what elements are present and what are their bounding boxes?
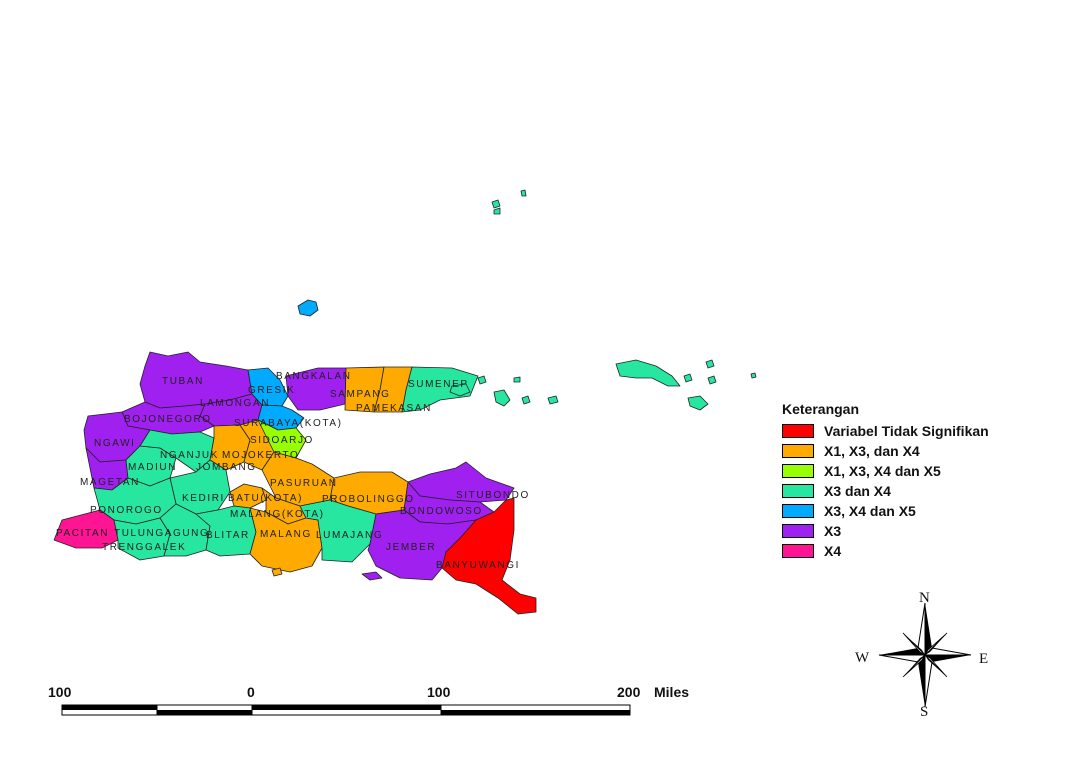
compass-w-label: W [855,650,870,666]
region-banyuwangi [441,497,537,615]
island-small-3 [521,395,531,405]
region-label: GRESIK [248,385,295,396]
region-label: BATU(KOTA) [228,493,303,504]
region-sumenep [401,366,479,413]
region-label: SUMENEP [408,379,469,390]
region-label: MOJOKERTO [222,450,299,461]
region-label: SAMPANG [330,389,390,400]
legend-label: X4 [824,543,842,559]
legend-swatch [782,424,814,438]
island-small-4 [683,373,693,383]
region-gresik [247,367,289,407]
legend-swatch [782,504,814,518]
region-label: MAGETAN [80,477,140,488]
region-label: PAMEKASAN [356,403,432,414]
legend: Keterangan Variabel Tidak Signifikan X1,… [782,401,1052,561]
island-east-2 [705,359,715,369]
scale-segment-filled [441,710,630,715]
legend-label: X1, X3, X4 dan X5 [824,463,941,479]
island-east-1 [687,395,709,411]
region-label: SURABAYA(KOTA) [234,418,343,429]
region-label: TULUNGAGUNG [114,528,209,539]
island-small-5 [707,375,717,385]
region-label: BANGKALAN [276,371,352,382]
legend-item: X3 dan X4 [782,481,1052,501]
legend-item: X1, X3, X4 dan X5 [782,461,1052,481]
region-trenggalek [113,517,171,561]
island-raas [449,383,471,397]
scale-segment-filled [62,705,157,710]
legend-label: X3 dan X4 [824,483,891,499]
compass-n-label: N [919,590,930,606]
region-label: BONDOWOSO [400,506,483,517]
compass-e-label: E [979,651,988,667]
island-sapudi [493,389,511,407]
region-label: SIDOARJO [250,435,314,446]
scale-tick-label: 100 [48,684,72,700]
scale-bar: 100 0 100 200 Miles [48,684,689,716]
region-label: LAMONGAN [200,398,270,409]
region-lumajang [299,499,377,563]
legend-swatch [782,444,814,458]
scale-tick-label: 200 [617,684,641,700]
legend-item: Variabel Tidak Signifikan [782,421,1052,441]
legend-swatch [782,464,814,478]
island-masalembu-1 [491,199,501,209]
legend-title: Keterangan [782,401,860,417]
region-malang [249,507,323,573]
scale-unit-label: Miles [654,684,689,700]
map-labels: TUBAN BANGKALAN GRESIK SAMPANG SUMENEP L… [56,371,530,571]
island-small-2 [547,395,559,405]
region-label: BLITAR [206,530,250,541]
legend-label: X1, X3, dan X4 [824,443,920,459]
region-label: LUMAJANG [316,530,383,541]
island-bawean [297,299,319,317]
region-label: PASURUAN [270,478,338,489]
legend-label: X3, X4 dan X5 [824,503,916,519]
region-label: PROBOLINGGO [322,494,415,505]
island-kangean [615,359,681,387]
region-bangkalan [285,367,347,411]
legend-item: X1, X3, dan X4 [782,441,1052,461]
region-label: MALANG [260,529,312,540]
legend-label: Variabel Tidak Signifikan [824,423,989,439]
scale-tick-label: 100 [427,684,451,700]
scale-segment-filled [157,710,252,715]
legend-item: X4 [782,541,1052,561]
legend-swatch [782,544,814,558]
map-regions [53,189,757,615]
legend-item: X3 [782,521,1052,541]
legend-swatch [782,524,814,538]
legend-item: X3, X4 dan X5 [782,501,1052,521]
region-label: PACITAN [56,528,109,539]
legend-swatch [782,484,814,498]
compass-s-label: S [920,704,928,720]
region-label: TUBAN [162,376,204,387]
region-label: KEDIRI [182,493,225,504]
region-label: TRENGGALEK [102,542,186,553]
island-sempu [271,567,283,577]
compass-icon: N S E W [855,590,988,720]
region-label: NGAWI [94,438,136,449]
region-label: PONOROGO [90,505,163,516]
region-label: BOJONEGORO [124,414,212,425]
region-label: NGANJUK [160,450,219,461]
island-masalembu-2 [493,207,501,215]
region-label: JEMBER [386,542,436,553]
island-small-6 [513,376,521,383]
island-masalembu-3 [520,189,527,197]
island-small-7 [750,372,757,379]
region-label: SITUBONDO [456,490,530,501]
island-small-1 [477,375,487,385]
scale-tick-label: 0 [247,684,255,700]
region-pacitan [53,509,119,549]
region-label: BANYUWANGI [436,560,520,571]
scale-segment-filled [252,705,441,710]
region-label: JOMBANG [196,462,257,473]
region-label: MALANG(KOTA) [230,509,325,520]
island-nusa-barung [361,571,383,581]
legend-label: X3 [824,523,842,539]
region-label: MADIUN [128,462,177,473]
